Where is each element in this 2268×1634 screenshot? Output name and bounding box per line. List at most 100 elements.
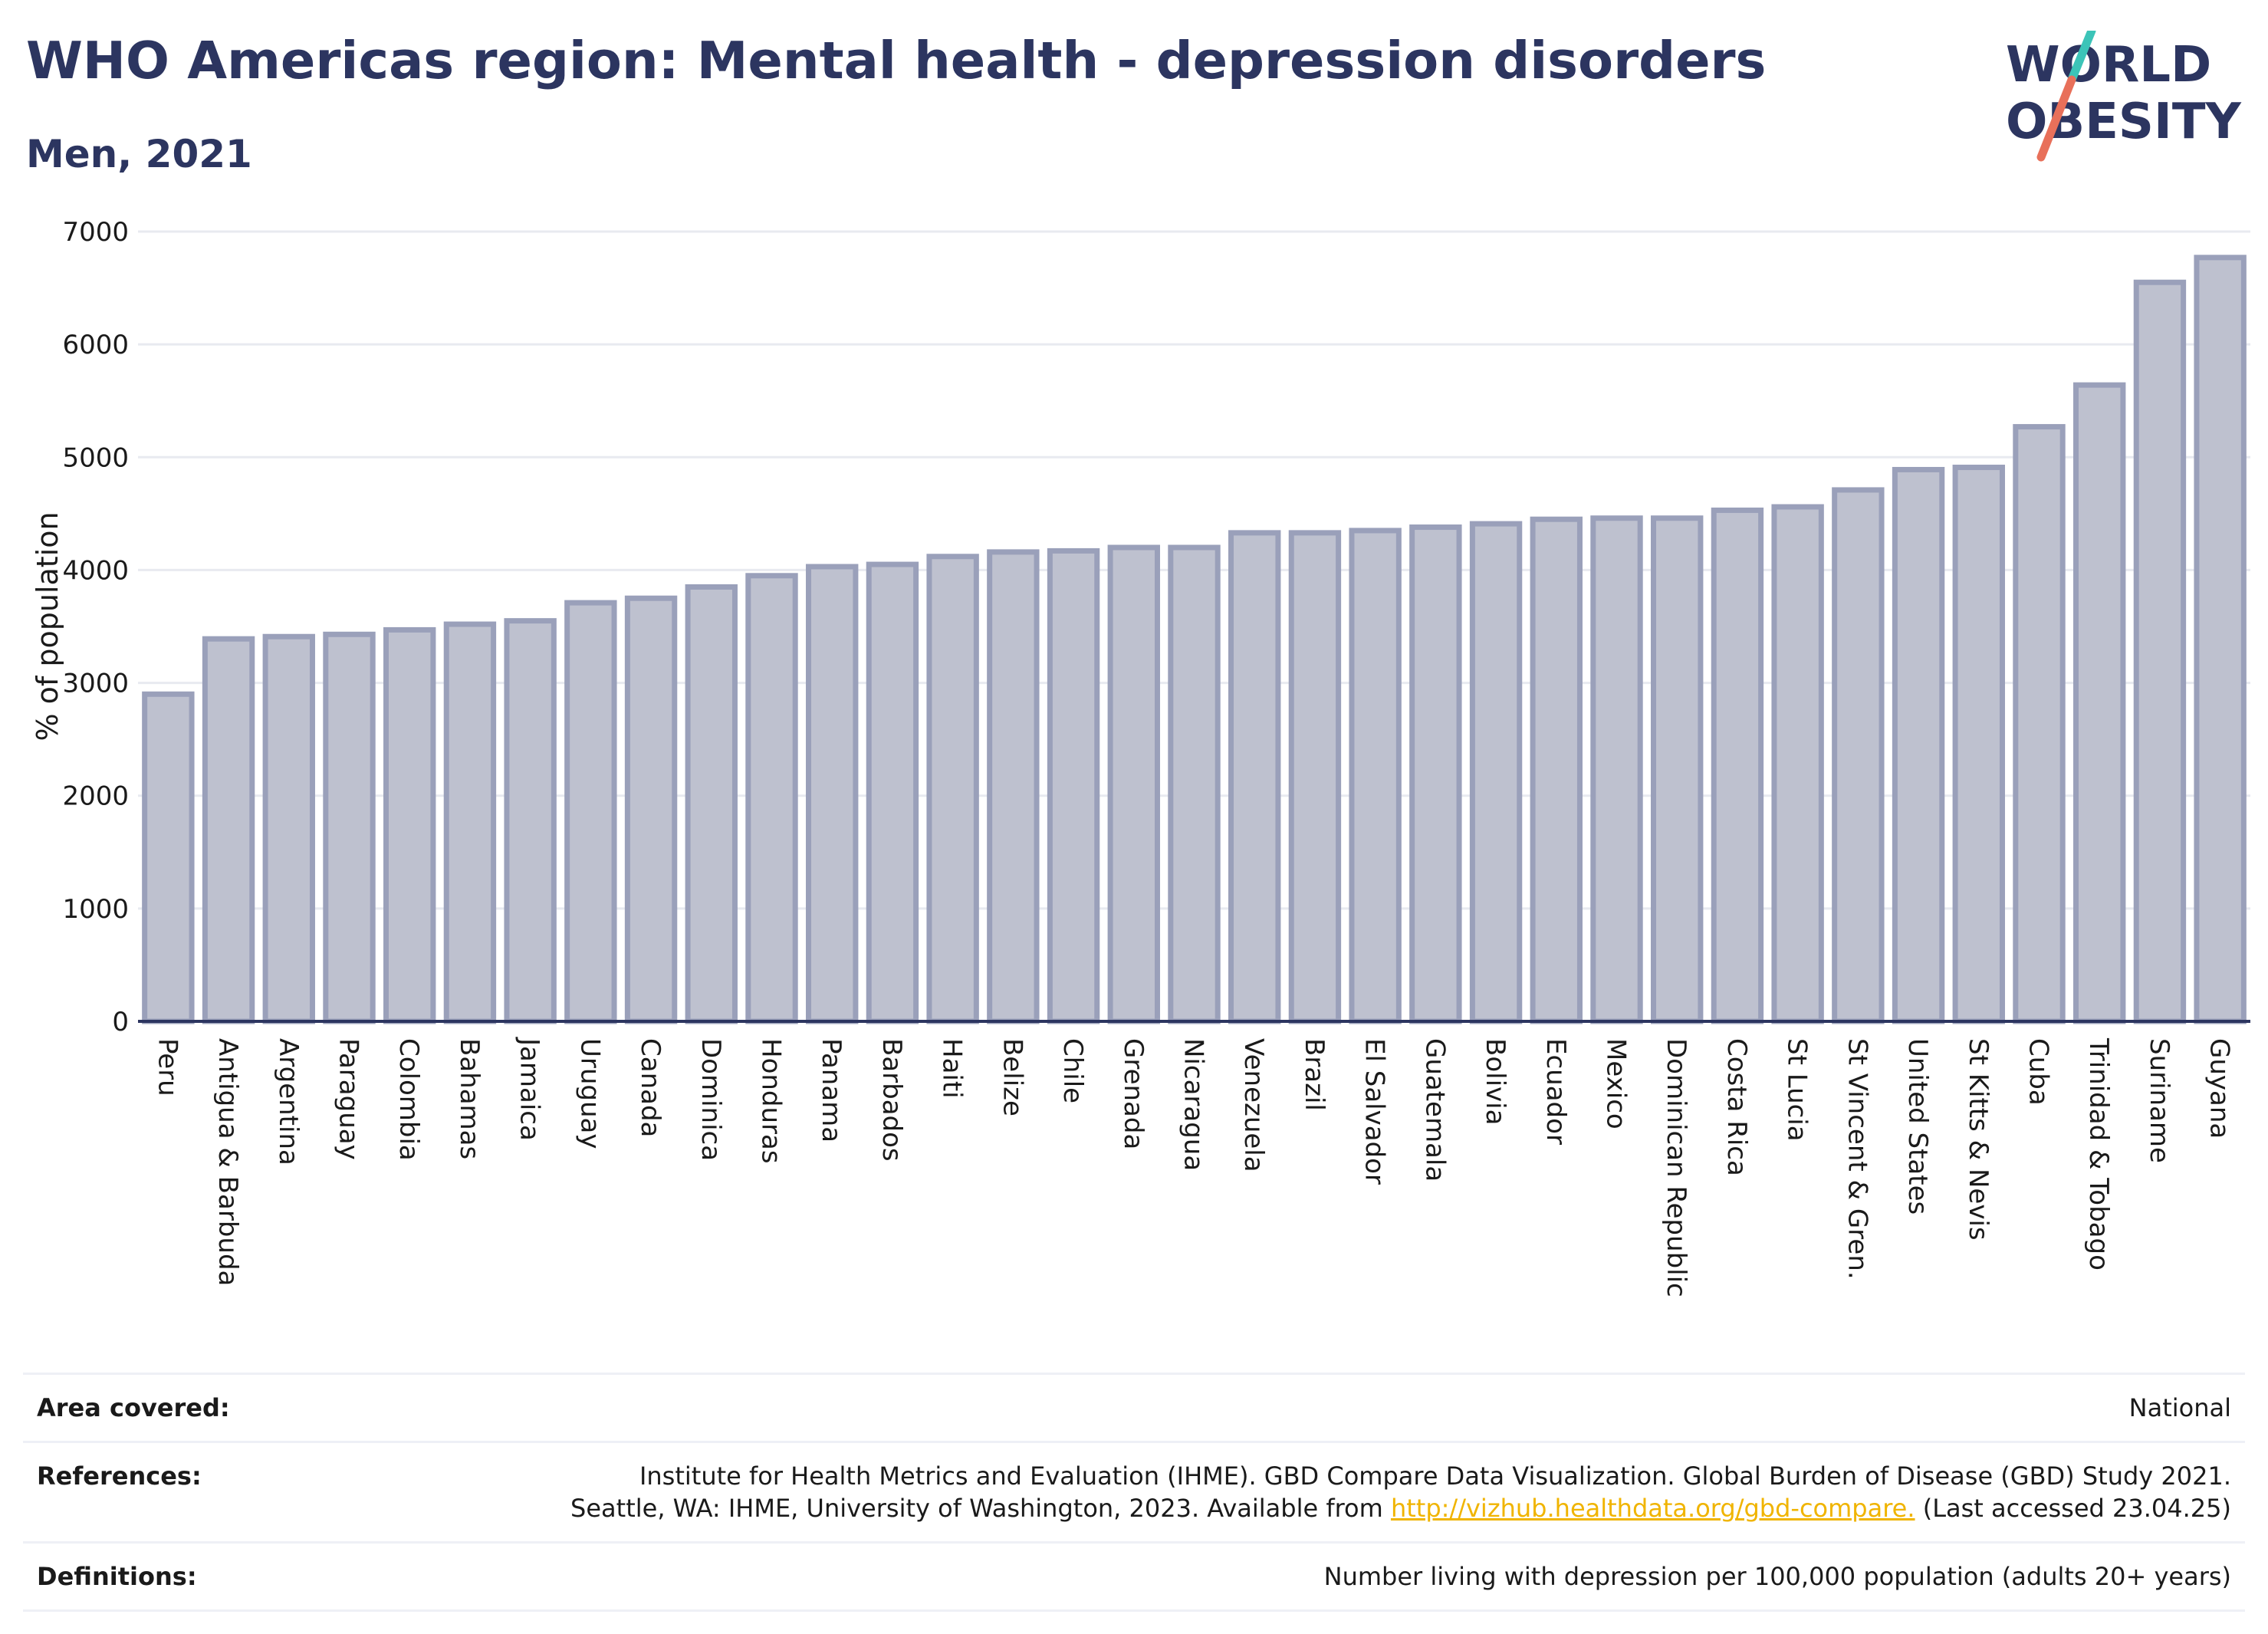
bar bbox=[1349, 528, 1402, 1024]
bar bbox=[624, 595, 678, 1024]
x-tick-label: Colombia bbox=[393, 1038, 424, 1161]
bar bbox=[987, 549, 1040, 1024]
bar bbox=[1409, 524, 1462, 1024]
x-tick-label: Trinidad & Tobago bbox=[2083, 1037, 2114, 1271]
x-tick-label: Honduras bbox=[756, 1038, 787, 1164]
x-tick-label: Nicaragua bbox=[1178, 1038, 1209, 1171]
x-tick-label: Haiti bbox=[937, 1038, 968, 1099]
bar bbox=[685, 584, 738, 1024]
bar bbox=[866, 561, 919, 1024]
bar bbox=[262, 633, 315, 1024]
bar bbox=[1047, 547, 1100, 1024]
x-tick-label: Paraguay bbox=[334, 1038, 364, 1160]
x-tick-label: Guyana bbox=[2204, 1038, 2235, 1139]
bar bbox=[806, 564, 859, 1024]
footer-row-area: Area covered: National bbox=[23, 1373, 2245, 1441]
bar bbox=[926, 554, 979, 1024]
area-covered-value: National bbox=[2128, 1393, 2231, 1422]
definitions-value: Number living with depression per 100,00… bbox=[1323, 1562, 2231, 1591]
bar bbox=[1711, 507, 1764, 1024]
x-tick-label: Panama bbox=[816, 1038, 846, 1142]
x-tick-label: Brazil bbox=[1299, 1038, 1330, 1111]
y-tick-label: 2000 bbox=[62, 781, 129, 812]
chart-footer: Area covered: National References: Insti… bbox=[23, 1373, 2245, 1612]
logo-line-1: WORLD bbox=[2006, 37, 2211, 94]
bar bbox=[1952, 465, 2005, 1024]
x-tick-label: Dominican Republic bbox=[1661, 1038, 1691, 1297]
bar bbox=[1228, 530, 1281, 1024]
x-tick-label: Dominica bbox=[695, 1038, 726, 1161]
bar bbox=[1168, 544, 1221, 1024]
x-tick-label: El Salvador bbox=[1359, 1038, 1390, 1185]
bar bbox=[745, 573, 798, 1024]
footer-row-definitions: Definitions: Number living with depressi… bbox=[23, 1541, 2245, 1612]
definitions-label: Definitions: bbox=[37, 1562, 197, 1591]
chart-title: WHO Americas region: Mental health - dep… bbox=[26, 31, 1767, 90]
bar bbox=[1892, 466, 1945, 1024]
x-tick-label: Belize bbox=[997, 1038, 1027, 1116]
bar bbox=[1651, 515, 1704, 1024]
x-tick-label: Bolivia bbox=[1480, 1038, 1510, 1125]
bar bbox=[1590, 515, 1643, 1024]
bar-chart: 0 1000 2000 3000 4000 5000 6000 7000 Peru Antigu… bbox=[31, 217, 2250, 1297]
y-tick-label: 0 bbox=[112, 1007, 129, 1037]
bar bbox=[1469, 521, 1523, 1024]
x-tick-label: Barbados bbox=[876, 1038, 907, 1162]
references-line-2-suffix: (Last accessed 23.04.25) bbox=[1915, 1494, 2231, 1523]
y-tick-labels: 0 1000 2000 3000 4000 5000 6000 7000 bbox=[62, 217, 129, 1037]
x-tick-label: United States bbox=[1902, 1038, 1933, 1215]
y-tick-label: 6000 bbox=[62, 330, 129, 360]
bar bbox=[142, 691, 195, 1024]
bar bbox=[1107, 544, 1160, 1024]
x-tick-label: Grenada bbox=[1118, 1038, 1149, 1149]
footer-row-references: References: Institute for Health Metrics… bbox=[23, 1441, 2245, 1541]
references-line-1: Institute for Health Metrics and Evaluat… bbox=[639, 1461, 2231, 1491]
x-tick-label: Argentina bbox=[273, 1038, 304, 1165]
bars bbox=[142, 255, 2247, 1024]
bar bbox=[2013, 424, 2066, 1024]
bar bbox=[1832, 487, 1885, 1024]
x-tick-label: Uruguay bbox=[574, 1038, 605, 1149]
x-tick-label: Canada bbox=[635, 1038, 666, 1137]
x-tick-label: Cuba bbox=[2023, 1038, 2054, 1106]
bar bbox=[323, 631, 376, 1024]
x-tick-label: Venezuela bbox=[1238, 1038, 1269, 1172]
x-tick-label: Suriname bbox=[2144, 1038, 2174, 1163]
bar bbox=[2194, 255, 2247, 1024]
x-tick-label: Chile bbox=[1057, 1038, 1088, 1103]
x-tick-label: Guatemala bbox=[1419, 1038, 1450, 1182]
x-tick-label: Peru bbox=[152, 1038, 182, 1096]
x-tick-label: St Lucia bbox=[1782, 1038, 1813, 1142]
references-label: References: bbox=[37, 1461, 202, 1491]
bar bbox=[1771, 504, 1824, 1024]
bar bbox=[1530, 516, 1583, 1024]
bar bbox=[202, 636, 255, 1024]
references-value: Institute for Health Metrics and Evaluat… bbox=[570, 1460, 2231, 1524]
x-tick-label: Jamaica bbox=[514, 1037, 545, 1141]
bar bbox=[1288, 530, 1342, 1024]
bar bbox=[504, 618, 557, 1024]
x-tick-label: Mexico bbox=[1601, 1038, 1632, 1129]
world-obesity-logo: WORLD OBESITY bbox=[2006, 31, 2241, 162]
chart-subtitle: Men, 2021 bbox=[26, 132, 252, 176]
y-tick-label: 4000 bbox=[62, 555, 129, 586]
x-tick-labels: Peru Antigua & Barbuda Argentina Paraguay Co… bbox=[152, 1037, 2234, 1297]
references-link[interactable]: http://vizhub.healthdata.org/gbd-compare… bbox=[1390, 1494, 1915, 1523]
y-tick-label: 5000 bbox=[62, 442, 129, 473]
x-tick-label: Antigua & Barbuda bbox=[212, 1038, 243, 1286]
bar bbox=[443, 621, 497, 1024]
bar bbox=[564, 600, 617, 1024]
x-tick-label: Ecuador bbox=[1540, 1038, 1571, 1145]
references-line-2-prefix: Seattle, WA: IHME, University of Washing… bbox=[570, 1494, 1391, 1523]
y-tick-label: 1000 bbox=[62, 894, 129, 925]
y-tick-label: 7000 bbox=[62, 217, 129, 248]
logo-slash-bottom bbox=[2036, 75, 2076, 162]
area-covered-label: Area covered: bbox=[37, 1393, 230, 1422]
bar bbox=[383, 626, 436, 1024]
bar bbox=[2133, 279, 2187, 1024]
y-tick-label: 3000 bbox=[62, 669, 129, 699]
y-axis-title: % of population bbox=[31, 511, 64, 741]
x-tick-label: Costa Rica bbox=[1721, 1038, 1752, 1176]
x-tick-label: St Vincent & Gren. bbox=[1842, 1038, 1872, 1280]
bar bbox=[2073, 382, 2126, 1024]
